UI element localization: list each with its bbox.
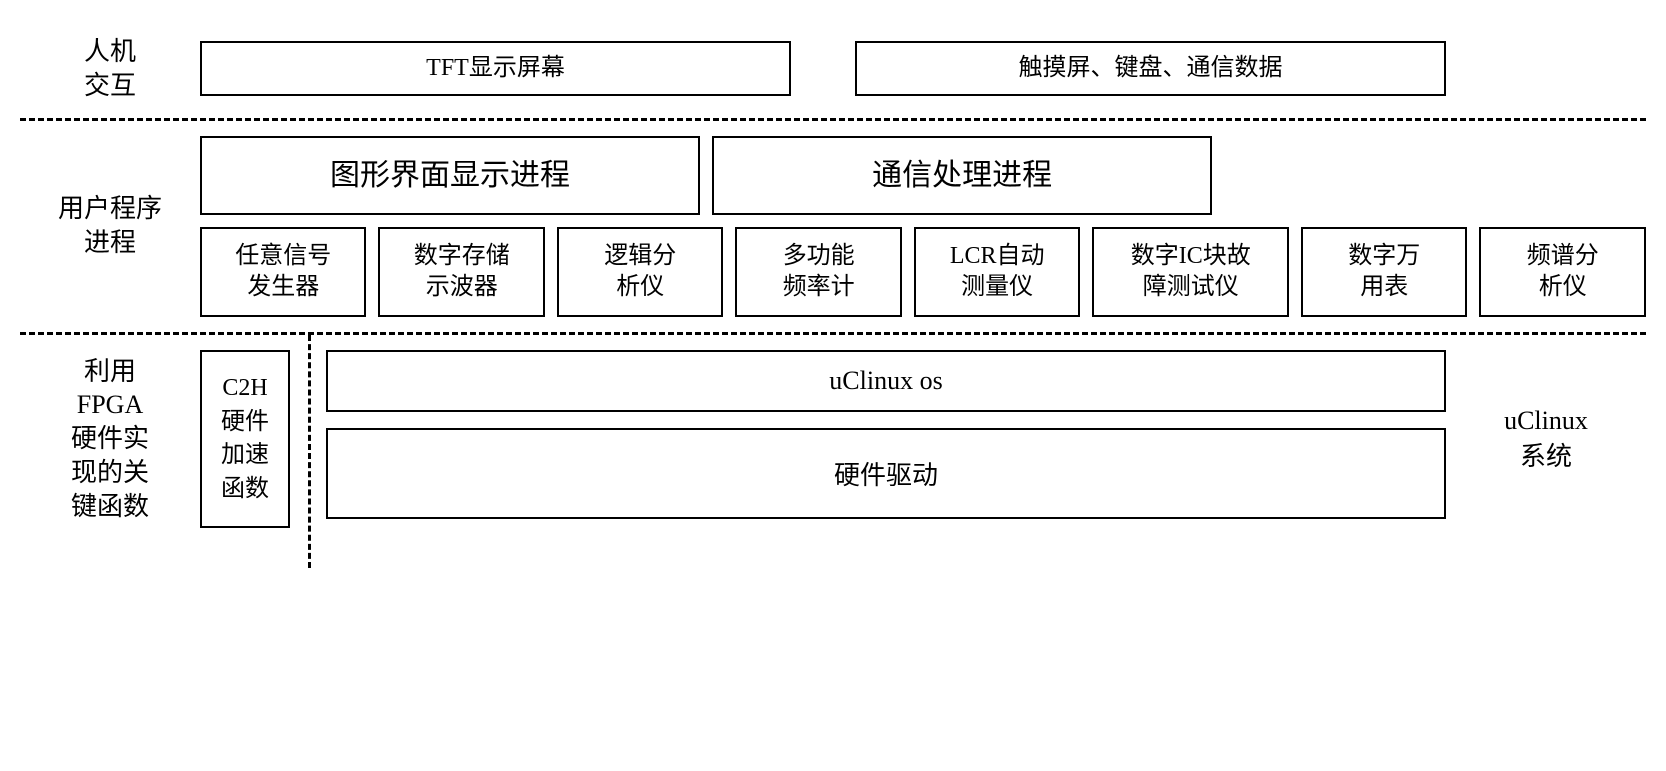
box-spectrum: 频谱分 析仪 [1479,227,1645,317]
box-logic-analyzer: 逻辑分 析仪 [557,227,723,317]
architecture-diagram: 人机 交互 TFT显示屏幕 触摸屏、键盘、通信数据 用户程序 进程 图形界面显示… [20,20,1646,543]
layer3-right-label: uClinux 系统 [1446,403,1646,476]
layer-user-process: 用户程序 进程 图形界面显示进程 通信处理进程 任意信号 发生器 数字存储 示波… [20,121,1646,332]
box-oscilloscope: 数字存储 示波器 [378,227,544,317]
box-multimeter: 数字万 用表 [1301,227,1467,317]
box-c2h: C2H 硬件 加速 函数 [200,350,290,528]
box-freq-counter: 多功能 频率计 [735,227,901,317]
box-uclinux-os: uClinux os [326,350,1446,412]
layer3-right-col: uClinux os 硬件驱动 [326,350,1446,528]
layer3-content: C2H 硬件 加速 函数 uClinux os 硬件驱动 [200,350,1446,528]
box-touch-keyboard: 触摸屏、键盘、通信数据 [855,41,1446,96]
uclinux-text: uClinux [1504,406,1588,435]
layer1-content: TFT显示屏幕 触摸屏、键盘、通信数据 [200,41,1446,96]
layer-fpga-uclinux: 利用 FPGA 硬件实 现的关 键函数 C2H 硬件 加速 函数 uClinux… [20,335,1646,543]
box-gui-process: 图形界面显示进程 [200,136,700,215]
box-comm-process: 通信处理进程 [712,136,1212,215]
vertical-dash [298,350,318,528]
spacer [803,41,843,96]
layer-hmi: 人机 交互 TFT显示屏幕 触摸屏、键盘、通信数据 [20,20,1646,118]
layer1-label: 人机 交互 [20,35,200,103]
box-tft-display: TFT显示屏幕 [200,41,791,96]
box-ic-tester: 数字IC块故 障测试仪 [1092,227,1289,317]
layer3-left-label: 利用 FPGA 硬件实 现的关 键函数 [20,355,200,524]
layer2-row1: 图形界面显示进程 通信处理进程 [200,136,1212,215]
layer1-row: TFT显示屏幕 触摸屏、键盘、通信数据 [200,41,1446,96]
layer2-label: 用户程序 进程 [20,192,200,260]
box-lcr-meter: LCR自动 测量仪 [914,227,1080,317]
box-signal-gen: 任意信号 发生器 [200,227,366,317]
layer2-content: 图形界面显示进程 通信处理进程 任意信号 发生器 数字存储 示波器 逻辑分 析仪… [200,136,1646,317]
layer2-row2: 任意信号 发生器 数字存储 示波器 逻辑分 析仪 多功能 频率计 LCR自动 测… [200,227,1646,317]
box-hardware-driver: 硬件驱动 [326,428,1446,519]
system-text: 系统 [1520,442,1572,471]
